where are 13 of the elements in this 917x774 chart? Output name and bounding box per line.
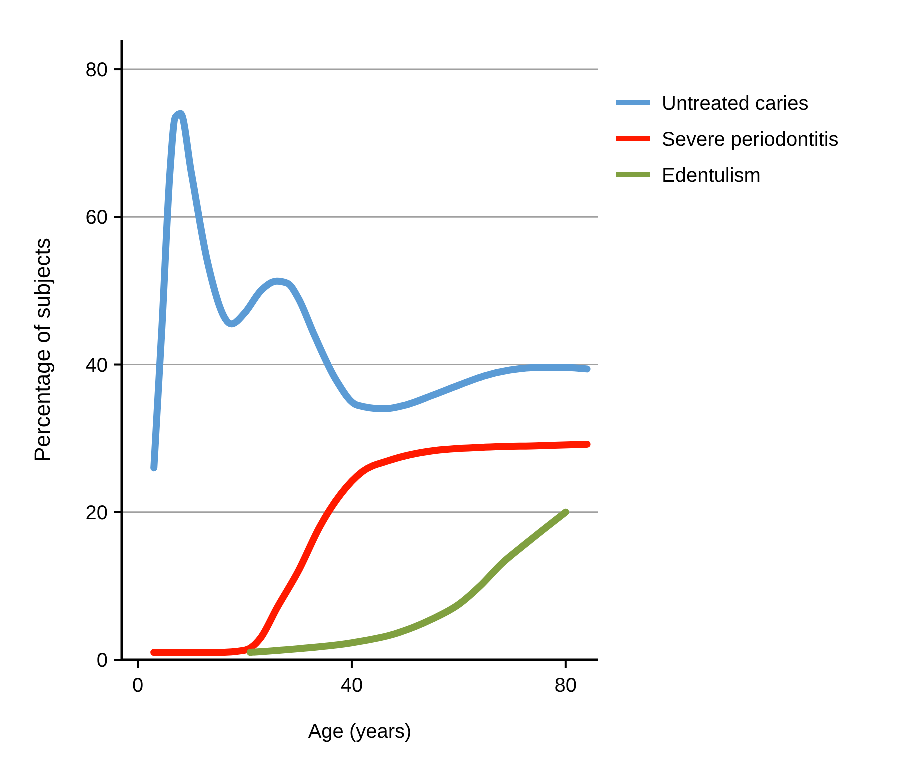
y-tick-label: 20 <box>86 502 108 524</box>
legend-label: Edentulism <box>662 165 761 187</box>
x-tick-label: 80 <box>554 675 578 697</box>
legend-label: Severe periodontitis <box>662 129 839 151</box>
legend-label: Untreated caries <box>662 93 809 115</box>
y-tick-label: 40 <box>86 354 108 377</box>
y-tick-label: 60 <box>86 207 108 230</box>
y-tick-label: 0 <box>96 650 108 672</box>
y-axis-title: Percentage of subjects <box>30 238 55 462</box>
x-tick-label: 40 <box>340 675 364 697</box>
x-axis-title: Age (years) <box>308 721 412 743</box>
y-tick-label: 80 <box>86 60 108 82</box>
x-tick-label: 0 <box>132 675 144 697</box>
